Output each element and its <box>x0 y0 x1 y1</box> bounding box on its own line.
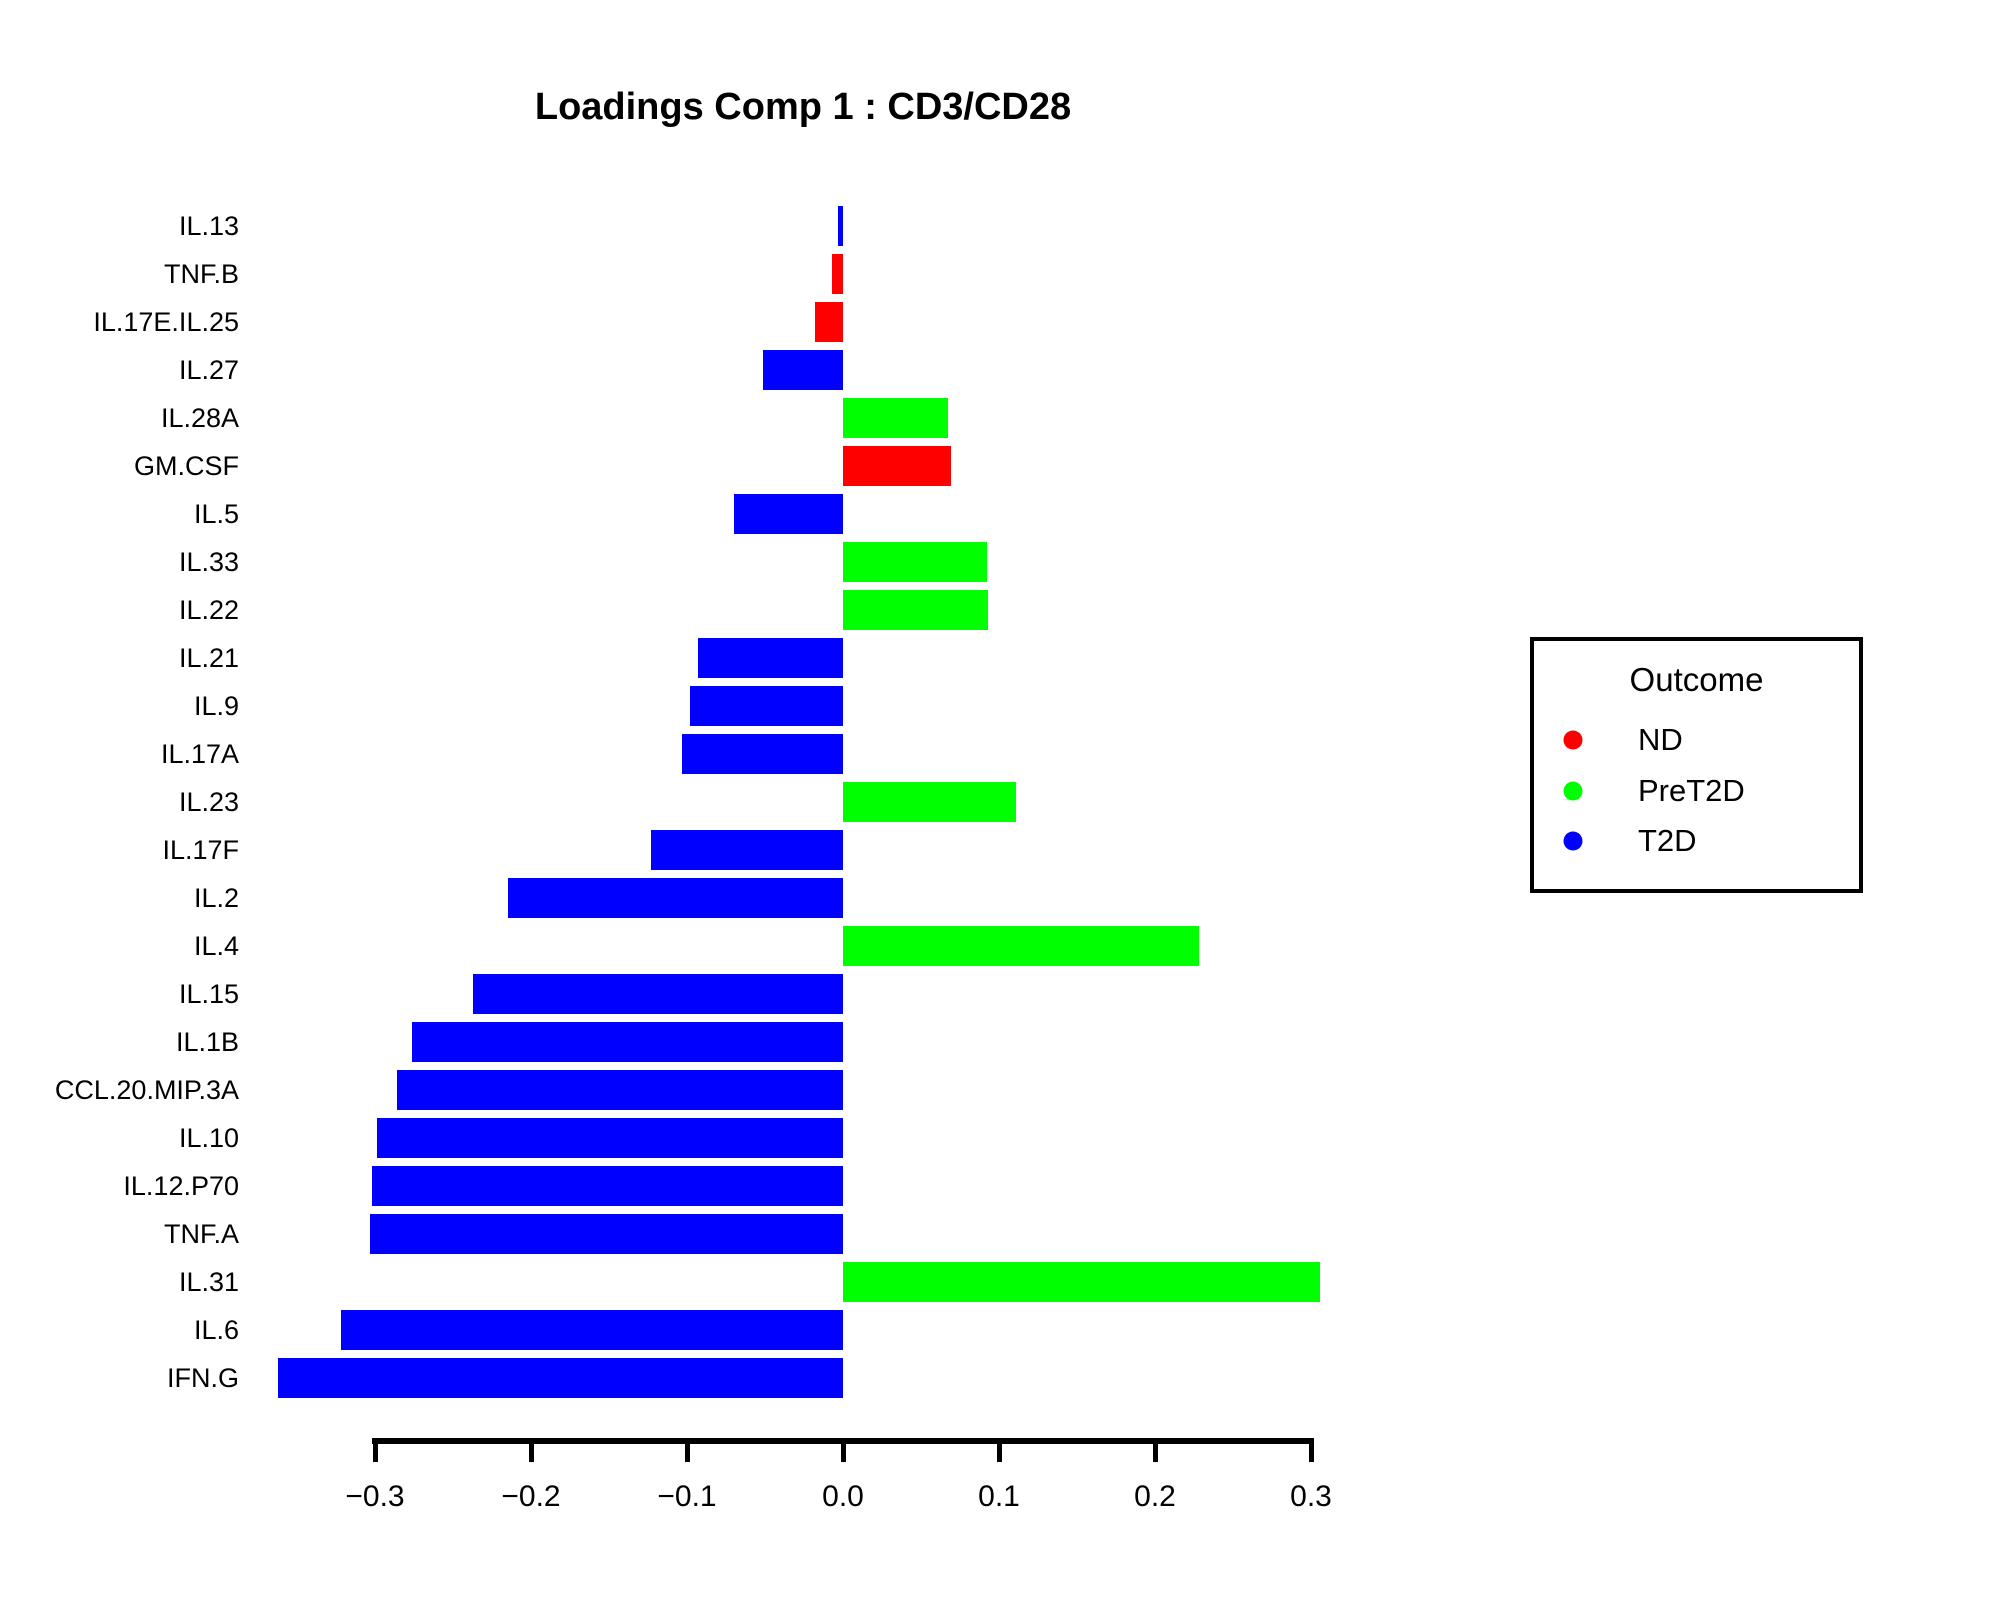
category-label: IL.13 <box>178 210 239 241</box>
category-label: IL.5 <box>193 498 239 529</box>
legend-title: Outcome <box>1629 661 1764 698</box>
x-axis-line <box>372 1438 1314 1444</box>
category-label: IL.22 <box>178 594 239 625</box>
category-label: IL.17F <box>162 834 239 865</box>
x-axis-tick-label: 0.1 <box>978 1480 1020 1513</box>
legend-item-ND: ND <box>1534 720 1859 760</box>
bar-IL.1B <box>412 1021 843 1062</box>
category-label: IL.21 <box>178 642 239 673</box>
bar-IL.31 <box>843 1261 1321 1302</box>
bar-IL.9 <box>690 685 843 726</box>
bar-IL.5 <box>733 493 843 534</box>
x-axis-tick-label: −0.3 <box>345 1480 405 1513</box>
x-axis-tick-label: 0.3 <box>1290 1480 1332 1513</box>
x-axis-tick-label: −0.2 <box>501 1480 561 1513</box>
category-label: IFN.G <box>167 1362 239 1393</box>
x-axis-tick <box>996 1444 1002 1462</box>
category-label: IL.17A <box>160 738 239 769</box>
bar-IL.17E.IL.25 <box>814 301 843 342</box>
x-axis-tick-label: −0.1 <box>657 1480 717 1513</box>
category-label: GM.CSF <box>134 450 239 481</box>
bar-IFN.G <box>278 1357 843 1398</box>
x-axis-tick <box>1152 1444 1158 1462</box>
category-label: TNF.B <box>163 258 239 289</box>
legend-swatch-icon <box>1563 831 1583 851</box>
category-label: IL.10 <box>178 1122 239 1153</box>
category-label: IL.17E.IL.25 <box>93 306 239 337</box>
legend-swatch-icon <box>1563 781 1583 800</box>
bar-IL.2 <box>507 877 843 918</box>
bar-IL.15 <box>473 973 843 1014</box>
category-label: IL.2 <box>193 882 239 913</box>
category-label: IL.27 <box>178 354 239 385</box>
category-label: IL.1B <box>175 1026 239 1057</box>
category-label: IL.15 <box>178 978 239 1009</box>
x-axis-tick-label: 0.0 <box>822 1480 864 1513</box>
bar-GM.CSF <box>843 445 951 486</box>
legend-item-T2D: T2D <box>1534 821 1859 861</box>
bar-IL.28A <box>843 397 948 438</box>
category-label: IL.33 <box>178 546 239 577</box>
legend-swatch-icon <box>1563 730 1583 750</box>
x-axis-tick <box>528 1444 534 1462</box>
category-label: IL.9 <box>193 690 239 721</box>
x-axis-tick-label: 0.2 <box>1134 1480 1176 1513</box>
bar-IL.12.P70 <box>371 1165 843 1206</box>
category-label: TNF.A <box>163 1218 239 1249</box>
category-label: IL.12.P70 <box>123 1170 239 1201</box>
bar-IL.4 <box>843 925 1199 966</box>
bar-IL.33 <box>843 541 987 582</box>
category-label: IL.23 <box>178 786 239 817</box>
x-axis-tick <box>684 1444 690 1462</box>
x-axis-tick <box>840 1444 846 1462</box>
legend-item-label: PreT2D <box>1638 772 1745 808</box>
plot-title: Loadings Comp 1 : CD3/CD28 <box>534 86 1072 128</box>
category-label: IL.6 <box>193 1314 239 1345</box>
x-axis-tick <box>372 1444 378 1462</box>
bar-IL.10 <box>376 1117 843 1158</box>
bar-IL.23 <box>843 781 1017 822</box>
category-label: IL.31 <box>178 1266 239 1297</box>
category-label: CCL.20.MIP.3A <box>54 1074 239 1105</box>
bar-CCL.20.MIP.3A <box>396 1069 843 1110</box>
legend-item-PreT2D: PreT2D <box>1534 771 1859 811</box>
bar-TNF.A <box>370 1213 843 1254</box>
bar-IL.22 <box>843 589 989 630</box>
x-axis-tick <box>1308 1444 1314 1462</box>
legend: Outcome ND PreT2D T2D <box>1530 637 1863 893</box>
category-label: IL.4 <box>193 930 239 961</box>
bar-IL.17A <box>682 733 843 774</box>
bar-IL.6 <box>340 1309 843 1350</box>
legend-item-label: ND <box>1638 722 1683 757</box>
bar-IL.27 <box>763 349 843 390</box>
bar-IL.17F <box>651 829 843 870</box>
bar-IL.21 <box>697 637 843 678</box>
bar-IL.13 <box>838 205 843 246</box>
bar-TNF.B <box>832 253 843 294</box>
legend-item-label: T2D <box>1638 823 1697 858</box>
category-label: IL.28A <box>160 402 239 433</box>
